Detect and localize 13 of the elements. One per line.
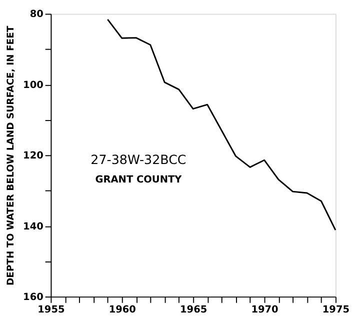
x-tick-label: 1955	[38, 304, 65, 316]
annotation: 27-38W-32BCC	[90, 152, 186, 167]
y-tick-label: 100	[23, 80, 44, 91]
y-tick-label: 80	[30, 9, 44, 20]
x-tick-label: 1965	[180, 304, 208, 316]
y-tick-label: 120	[23, 150, 44, 162]
y-tick-label: 140	[23, 221, 44, 232]
annotation: GRANT COUNTY	[95, 174, 183, 186]
x-tick-label: 1975	[322, 304, 350, 316]
y-axis-title: DEPTH TO WATER BELOW LAND SURFACE, IN FEET	[5, 25, 16, 286]
x-tick-label: 1960	[108, 304, 136, 316]
y-tick-label: 160	[23, 292, 44, 303]
x-tick-label: 1970	[251, 304, 279, 316]
